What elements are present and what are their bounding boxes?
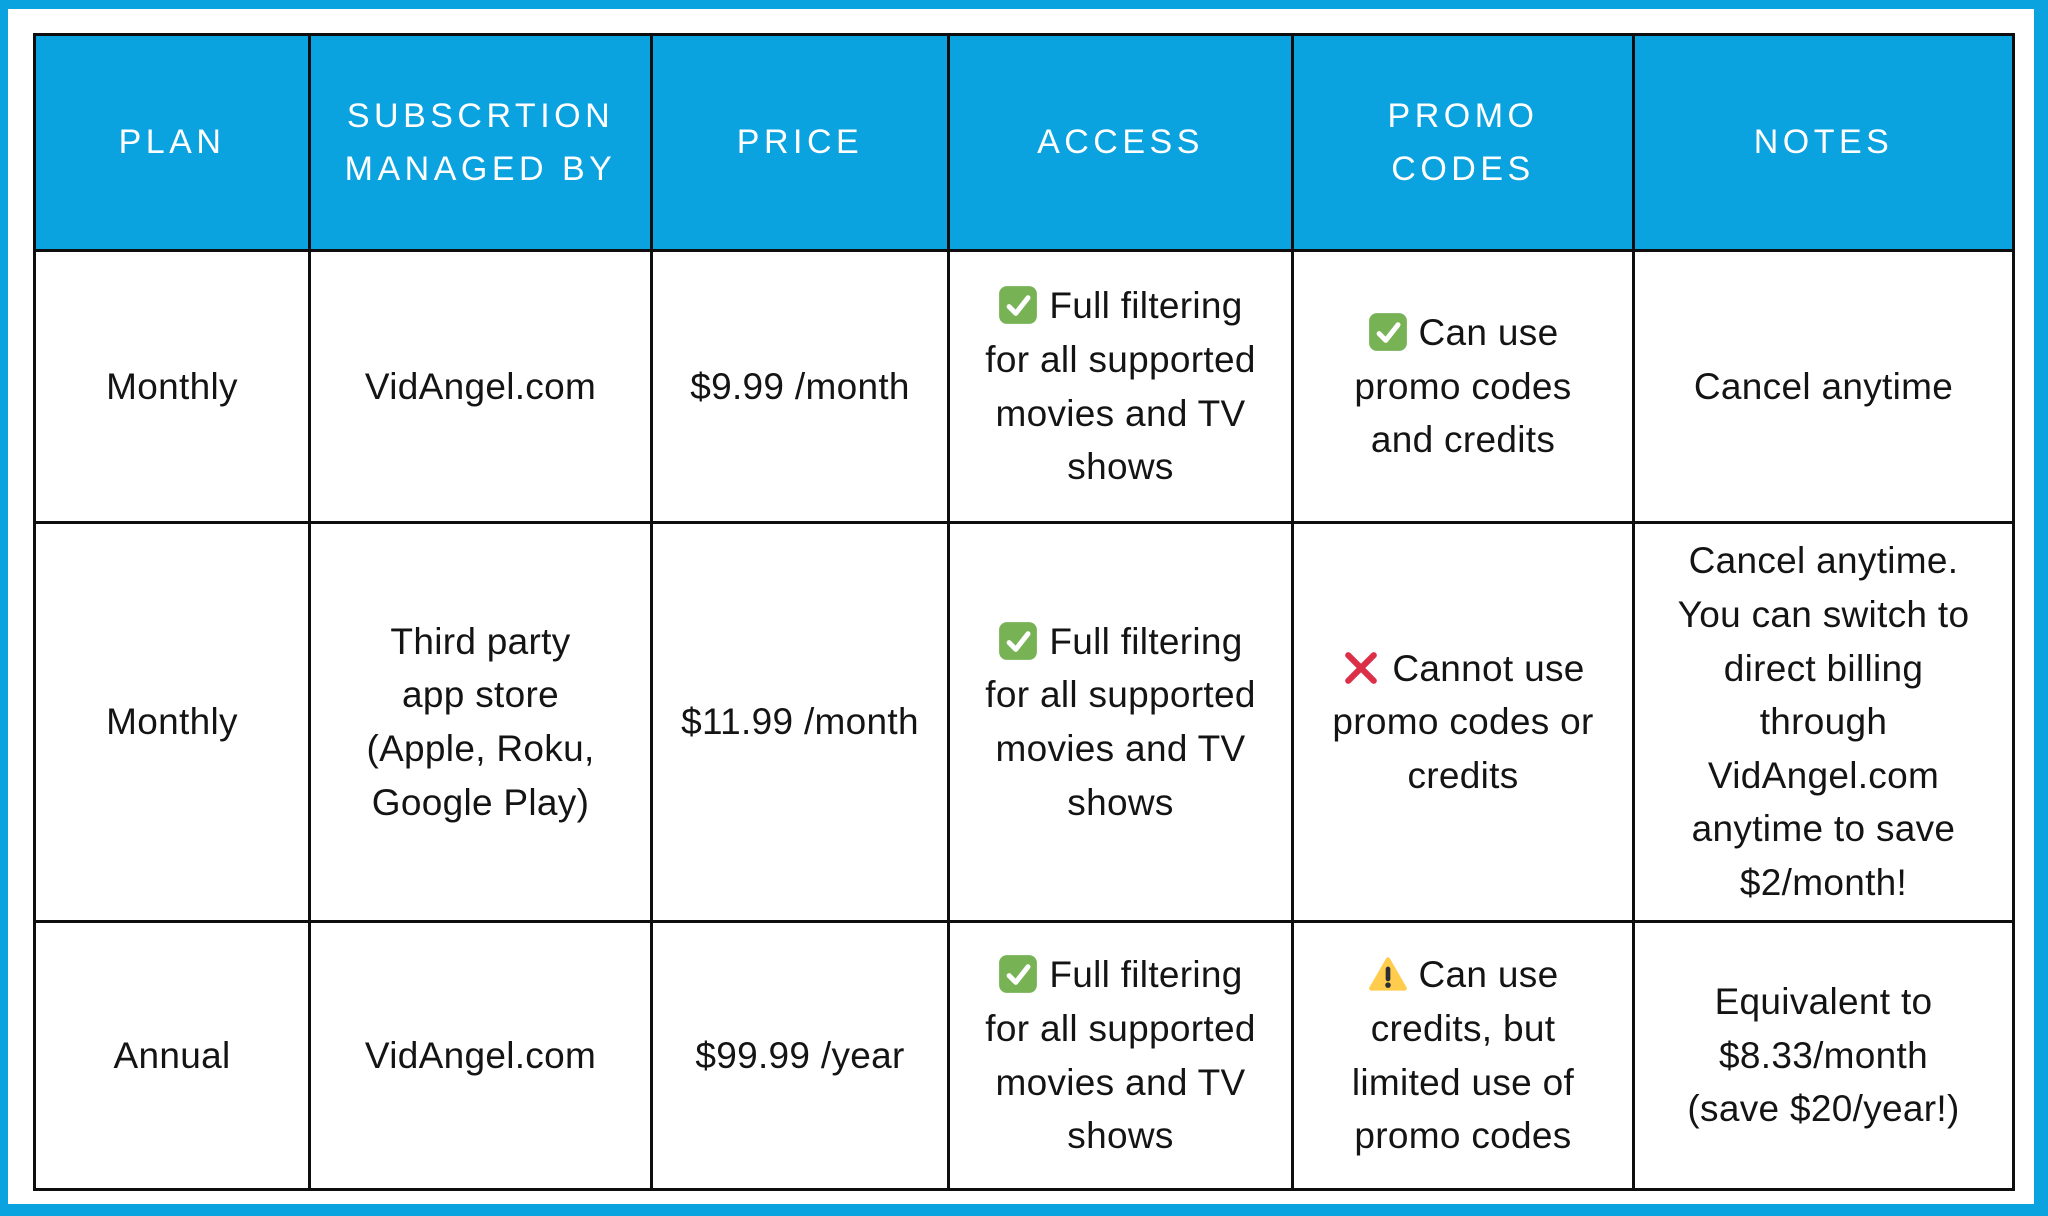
column-label-access: ACCESS [1037,123,1204,162]
check-icon [1368,312,1408,352]
column-label-promo-codes: PROMO CODES [1387,96,1539,188]
column-label-price: PRICE [736,123,864,162]
row1-price-value: $9.99 /month [690,365,910,407]
row2-access-text: Full filtering for all supported movies … [985,620,1256,823]
header-cell-subscription-managed-by: SUBSCRTION MANAGED BY [311,36,653,252]
row1-notes-value: Cancel anytime [1693,365,1954,407]
row1-access-text: Full filtering for all supported movies … [985,285,1256,488]
row3-access-text: Full filtering for all supported movies … [985,954,1256,1157]
row3-managed-cell: VidAngel.com [311,923,653,1188]
row1-notes-cell: Cancel anytime [1635,252,2012,524]
row1-managed-value: VidAngel.com [364,365,597,407]
column-label-subscription-managed-by: SUBSCRTION MANAGED BY [344,96,617,188]
row3-price-cell: $99.99 /year [653,923,950,1188]
row1-plan-cell: Monthly [36,252,311,524]
row3-plan-cell: Annual [36,923,311,1188]
row2-notes-value: Cancel anytime. You can switch to direct… [1677,540,1970,904]
row2-plan-cell: Monthly [36,524,311,923]
header-cell-notes: NOTES [1635,36,2012,252]
row1-price-cell: $9.99 /month [653,252,950,524]
row2-price-cell: $11.99 /month [653,524,950,923]
warning-icon [1368,954,1408,994]
row2-promo-text: Cannot use promo codes or credits [1332,647,1594,796]
header-cell-price: PRICE [653,36,950,252]
row3-notes-value: Equivalent to $8.33/month (save $20/year… [1687,981,1960,1130]
row3-managed-value: VidAngel.com [364,1034,597,1076]
column-label-plan: PLAN [118,123,226,162]
row1-promo-text: Can use promo codes and credits [1354,312,1572,461]
row3-promo-text: Can use credits, but limited use of prom… [1351,954,1575,1157]
row2-price-value: $11.99 /month [681,701,919,743]
row1-access-cell: Full filtering for all supported movies … [950,252,1294,524]
row1-plan-value: Monthly [106,365,238,407]
pricing-table: PLAN SUBSCRTION MANAGED BY PRICE ACCESS … [33,33,2015,1191]
check-icon [998,621,1038,661]
row1-managed-cell: VidAngel.com [311,252,653,524]
row3-notes-cell: Equivalent to $8.33/month (save $20/year… [1635,923,2012,1188]
row3-plan-value: Annual [113,1034,231,1076]
column-label-notes: NOTES [1753,123,1894,162]
row2-managed-value: Third party app store (Apple, Roku, Goog… [366,620,595,823]
row2-notes-cell: Cancel anytime. You can switch to direct… [1635,524,2012,923]
header-cell-access: ACCESS [950,36,1294,252]
cross-icon [1341,648,1381,688]
check-icon [998,954,1038,994]
row3-promo-cell: Can use credits, but limited use of prom… [1294,923,1635,1188]
check-icon [998,285,1038,325]
header-cell-plan: PLAN [36,36,311,252]
header-cell-promo-codes: PROMO CODES [1294,36,1635,252]
row3-access-cell: Full filtering for all supported movies … [950,923,1294,1188]
row2-access-cell: Full filtering for all supported movies … [950,524,1294,923]
row1-promo-cell: Can use promo codes and credits [1294,252,1635,524]
row2-plan-value: Monthly [106,701,238,743]
row3-price-value: $99.99 /year [695,1034,905,1076]
row2-promo-cell: Cannot use promo codes or credits [1294,524,1635,923]
row2-managed-cell: Third party app store (Apple, Roku, Goog… [311,524,653,923]
